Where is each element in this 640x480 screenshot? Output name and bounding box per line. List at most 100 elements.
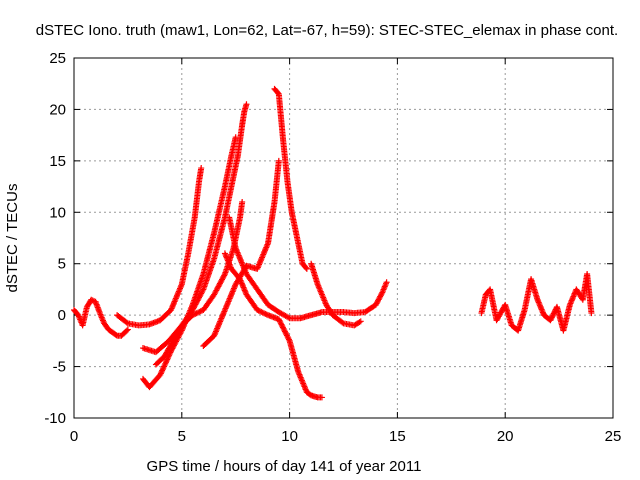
data-point <box>275 316 282 323</box>
data-point <box>196 308 203 315</box>
data-point <box>277 320 284 327</box>
data-point <box>243 101 250 108</box>
data-point <box>262 310 269 317</box>
series-5 <box>152 199 246 368</box>
data-point <box>260 310 267 317</box>
data-point <box>263 311 270 318</box>
data-point <box>356 319 363 326</box>
data-point <box>197 308 204 315</box>
data-point <box>159 367 166 374</box>
data-point <box>157 370 164 377</box>
data-point <box>161 362 168 369</box>
series-11 <box>478 271 595 334</box>
data-point <box>193 310 200 317</box>
data-point <box>284 333 291 340</box>
data-point <box>588 310 595 317</box>
data-point <box>255 307 262 314</box>
y-tick-label: 10 <box>49 204 66 221</box>
data-marks <box>71 85 595 401</box>
data-point <box>276 317 283 324</box>
x-tick-label: 25 <box>605 428 622 445</box>
data-point <box>550 311 557 318</box>
data-point <box>383 279 390 286</box>
data-point <box>285 336 292 343</box>
data-point <box>548 315 555 322</box>
y-tick-label: -10 <box>44 410 66 427</box>
data-point <box>275 157 282 164</box>
x-tick-label: 10 <box>281 428 298 445</box>
data-point <box>162 359 169 366</box>
series-8 <box>200 157 282 349</box>
plot-frame <box>73 57 614 419</box>
y-tick-label: 15 <box>49 153 66 170</box>
data-point <box>339 319 346 326</box>
data-point <box>283 332 290 339</box>
data-point <box>278 321 285 328</box>
chart-title: dSTEC Iono. truth (maw1, Lon=62, Lat=-67… <box>36 22 618 39</box>
series-7 <box>221 250 325 401</box>
series-10 <box>308 260 364 329</box>
series-9 <box>271 85 310 272</box>
y-tick-label: 5 <box>58 256 66 273</box>
data-point <box>280 325 287 332</box>
data-point <box>232 134 239 141</box>
data-point <box>548 314 555 321</box>
data-point <box>378 290 385 297</box>
data-point <box>190 311 197 318</box>
data-point <box>163 357 170 364</box>
data-point <box>279 323 286 330</box>
x-tick-label: 0 <box>70 428 78 445</box>
data-point <box>318 394 325 401</box>
y-tick-label: -5 <box>53 359 66 376</box>
axis-ticks: 0 5 10 15 20 25 -10 -5 0 5 10 15 20 25 <box>44 50 621 445</box>
series-6 <box>226 214 390 322</box>
data-point <box>357 318 364 325</box>
data-point <box>162 360 169 367</box>
data-point <box>256 308 263 315</box>
series-1 <box>71 296 131 339</box>
data-point <box>124 326 131 333</box>
data-point <box>303 265 310 272</box>
data-point <box>161 363 168 370</box>
data-point <box>221 272 228 279</box>
data-point <box>158 369 165 376</box>
y-axis-title: dSTEC / TECUs <box>4 184 21 293</box>
data-point <box>277 318 284 325</box>
data-point <box>254 307 261 313</box>
data-point <box>164 356 171 363</box>
data-point <box>157 371 164 378</box>
data-point <box>259 309 266 316</box>
data-point <box>258 308 265 315</box>
data-point <box>160 364 167 371</box>
data-point <box>547 317 554 324</box>
data-point <box>189 312 196 319</box>
data-point <box>194 309 201 316</box>
data-point <box>279 324 286 331</box>
data-point <box>550 310 557 317</box>
data-point <box>282 329 289 336</box>
data-point <box>302 264 309 271</box>
data-point <box>549 313 556 320</box>
series-2 <box>114 165 205 329</box>
data-point <box>123 319 130 326</box>
y-tick-label: 25 <box>49 50 66 67</box>
data-point <box>285 314 292 321</box>
x-tick-label: 15 <box>389 428 406 445</box>
data-point <box>285 335 292 342</box>
y-tick-label: 0 <box>58 307 66 324</box>
data-point <box>199 287 206 294</box>
data-point <box>283 331 290 338</box>
x-tick-label: 20 <box>497 428 514 445</box>
x-axis-title: GPS time / hours of day 141 of year 2011 <box>147 458 422 475</box>
data-point <box>198 165 205 172</box>
data-point <box>281 328 288 335</box>
x-tick-label: 5 <box>178 428 186 445</box>
y-tick-label: 20 <box>49 101 66 118</box>
data-point <box>164 355 171 362</box>
data-point <box>159 366 166 373</box>
data-point <box>192 310 199 317</box>
data-point <box>281 327 288 334</box>
data-point <box>123 327 130 334</box>
grid-lines <box>74 58 613 418</box>
